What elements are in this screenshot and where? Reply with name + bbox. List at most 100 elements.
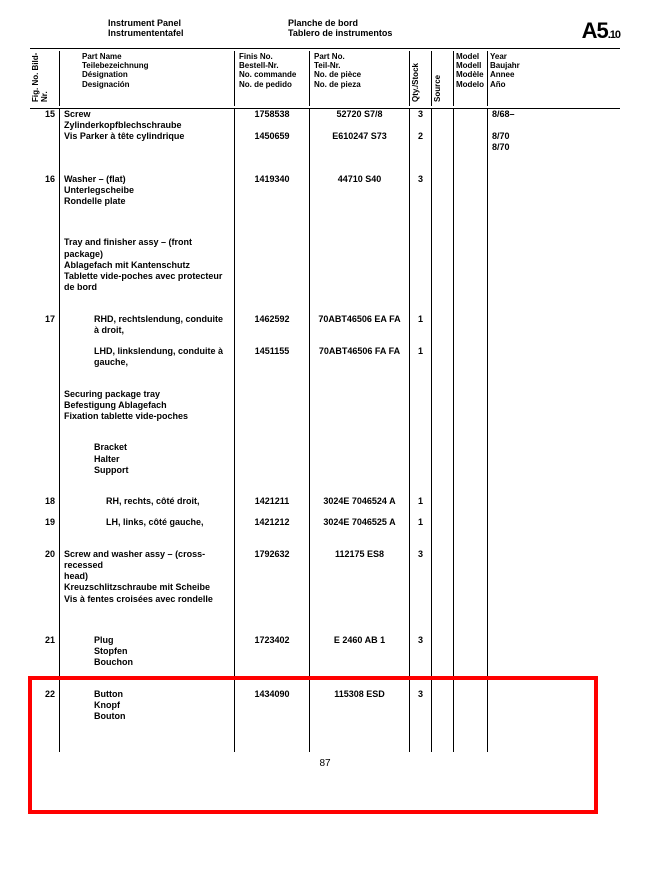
cell-name (60, 142, 235, 153)
table-row: Support (30, 465, 620, 476)
cell-year (488, 196, 528, 207)
cell-qty (410, 442, 432, 453)
cell-finis: 1758538 (235, 109, 310, 120)
table-row: Kreuzschlitzschraube mit Scheibe (30, 582, 620, 593)
cell-name: Bouton (60, 711, 235, 722)
cell-part (310, 657, 410, 668)
cell-name: Plug (60, 635, 235, 646)
cell-model (454, 594, 488, 605)
cell-name: Halter (60, 454, 235, 465)
table-row: 22Button1434090115308 ESD3 (30, 689, 620, 700)
cell-part: 44710 S40 (310, 174, 410, 185)
cell-name: Befestigung Ablagefach (60, 400, 235, 411)
cell-model (454, 185, 488, 196)
cell-name: Washer – (flat) (60, 174, 235, 185)
cell-source (432, 594, 454, 605)
cell-source (432, 711, 454, 722)
cell-part: 112175 ES8 (310, 549, 410, 572)
cell-qty: 1 (410, 496, 432, 507)
cell-name: Screw and washer assy – (cross-recessed (60, 549, 235, 572)
cell-year: 8/70 (488, 142, 528, 153)
cell-year (488, 185, 528, 196)
cell-qty (410, 646, 432, 657)
cell-qty (410, 389, 432, 400)
cell-year (488, 465, 528, 476)
cell-source (432, 120, 454, 131)
cell-part (310, 454, 410, 465)
cell-fig (30, 571, 60, 582)
cell-finis: 1434090 (235, 689, 310, 700)
cell-fig (30, 389, 60, 400)
table-body: 15Screw175853852720 S7/838/68–Zylinderko… (30, 109, 620, 753)
cell-year (488, 174, 528, 185)
cell-qty (410, 120, 432, 131)
cell-finis (235, 142, 310, 153)
cell-fig (30, 700, 60, 711)
cell-name: LHD, linkslendung, conduite à gauche, (60, 346, 235, 369)
cell-finis: 1462592 (235, 314, 310, 337)
page-code-main: A5 (582, 18, 608, 43)
cell-year (488, 271, 528, 294)
cell-finis (235, 657, 310, 668)
col-model: Model Modell Modèle Modelo (454, 51, 488, 106)
cell-name: Zylinderkopfblechschraube (60, 120, 235, 131)
table-row: Tablette vide-poches avec protecteur de … (30, 271, 620, 294)
cell-part: 115308 ESD (310, 689, 410, 700)
cell-name: Knopf (60, 700, 235, 711)
cell-model (454, 517, 488, 528)
col-part-no: Part No. Teil-Nr. No. de pièce No. de pi… (310, 51, 410, 106)
col-finis: Finis No. Bestell-Nr. No. commande No. d… (235, 51, 310, 106)
cell-year (488, 314, 528, 337)
cell-part (310, 646, 410, 657)
header-center: Planche de bord Tablero de instrumentos (288, 18, 478, 38)
cell-qty (410, 237, 432, 260)
cell-source (432, 496, 454, 507)
page-number: 87 (30, 758, 620, 769)
cell-source (432, 346, 454, 369)
cell-year (488, 517, 528, 528)
cell-source (432, 109, 454, 120)
cell-fig (30, 131, 60, 142)
cell-year (488, 646, 528, 657)
cell-name: Fixation tablette vide-poches (60, 411, 235, 422)
table-row: Bouchon (30, 657, 620, 668)
cell-part: 3024E 7046524 A (310, 496, 410, 507)
cell-year (488, 657, 528, 668)
cell-model (454, 635, 488, 646)
cell-source (432, 646, 454, 657)
cell-fig (30, 582, 60, 593)
cell-finis (235, 260, 310, 271)
cell-name: Rondelle plate (60, 196, 235, 207)
cell-name: Stopfen (60, 646, 235, 657)
table-row: 18RH, rechts, côté droit,14212113024E 70… (30, 496, 620, 507)
cell-part (310, 465, 410, 476)
cell-finis (235, 454, 310, 465)
cell-qty: 1 (410, 346, 432, 369)
cell-source (432, 454, 454, 465)
cell-qty: 1 (410, 314, 432, 337)
header-title-1: Instrument Panel (108, 18, 288, 28)
table-row: 8/70 (30, 142, 620, 153)
cell-model (454, 582, 488, 593)
cell-qty (410, 142, 432, 153)
cell-part (310, 582, 410, 593)
cell-qty (410, 594, 432, 605)
header-title-2: Instrumententafel (108, 28, 288, 38)
cell-model (454, 314, 488, 337)
col-source: Source (432, 51, 454, 106)
cell-part (310, 389, 410, 400)
cell-qty (410, 185, 432, 196)
cell-fig (30, 271, 60, 294)
cell-qty (410, 657, 432, 668)
cell-model (454, 549, 488, 572)
page-code-sub: .10 (608, 29, 620, 41)
cell-fig (30, 346, 60, 369)
cell-fig: 15 (30, 109, 60, 120)
header-title-4: Tablero de instrumentos (288, 28, 478, 38)
cell-fig (30, 411, 60, 422)
col-part-name: Part Name Teilebezeichnung Désignation D… (60, 51, 235, 106)
cell-year (488, 454, 528, 465)
cell-year (488, 711, 528, 722)
cell-source (432, 582, 454, 593)
page-code: A5.10 (582, 18, 620, 44)
